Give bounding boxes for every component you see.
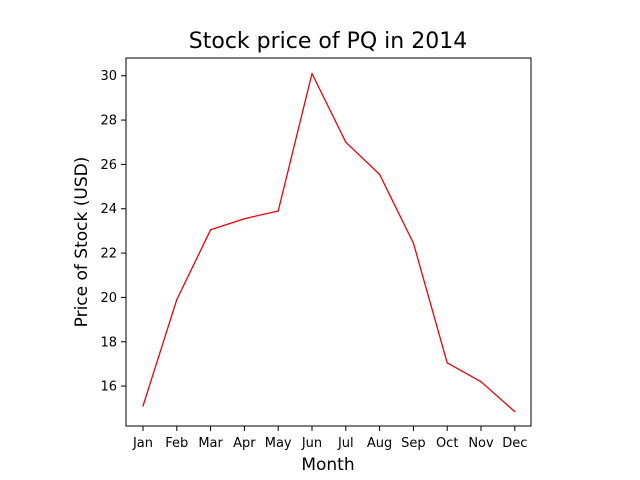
y-axis: 16 18 20 22 24 26 28 30 bbox=[100, 69, 126, 394]
y-tick-label: 22 bbox=[100, 247, 117, 262]
chart-title: Stock price of PQ in 2014 bbox=[189, 29, 467, 54]
y-tick-label: 16 bbox=[100, 380, 117, 395]
data-point bbox=[210, 229, 211, 230]
x-tick-label: Aug bbox=[367, 436, 392, 451]
x-tick-label: Oct bbox=[436, 436, 458, 451]
data-point bbox=[379, 174, 380, 175]
x-axis-label: Month bbox=[301, 455, 354, 475]
series-line bbox=[143, 74, 515, 412]
x-tick-label: Jul bbox=[337, 436, 354, 451]
data-point bbox=[447, 362, 448, 363]
plot-area bbox=[126, 58, 531, 426]
data-point bbox=[176, 299, 177, 300]
x-tick-label: Jun bbox=[301, 436, 322, 451]
x-tick-label: Sep bbox=[401, 436, 426, 451]
y-tick-label: 30 bbox=[100, 69, 117, 84]
x-tick-label: Jan bbox=[132, 436, 153, 451]
x-tick-label: Nov bbox=[468, 436, 494, 451]
x-tick-label: Apr bbox=[233, 436, 256, 451]
series-group bbox=[142, 73, 515, 412]
x-tick-label: Dec bbox=[502, 436, 527, 451]
data-point bbox=[345, 142, 346, 143]
data-point bbox=[244, 218, 245, 219]
y-tick-label: 28 bbox=[100, 114, 117, 129]
x-tick-label: Feb bbox=[165, 436, 188, 451]
x-tick-label: Mar bbox=[198, 436, 223, 451]
data-point bbox=[311, 73, 312, 74]
y-axis-label: Price of Stock (USD) bbox=[72, 157, 92, 328]
y-tick-label: 26 bbox=[100, 158, 117, 173]
x-axis: Jan Feb Mar Apr May Jun Jul Aug Sep Oct Nov Dec bbox=[132, 426, 527, 451]
data-point bbox=[278, 210, 279, 211]
data-point bbox=[514, 411, 515, 412]
y-tick-label: 24 bbox=[100, 202, 117, 217]
data-point bbox=[413, 243, 414, 244]
x-tick-label: May bbox=[265, 436, 292, 451]
y-tick-label: 18 bbox=[100, 335, 117, 350]
data-point bbox=[480, 381, 481, 382]
data-point bbox=[142, 405, 143, 406]
y-tick-label: 20 bbox=[100, 291, 117, 306]
